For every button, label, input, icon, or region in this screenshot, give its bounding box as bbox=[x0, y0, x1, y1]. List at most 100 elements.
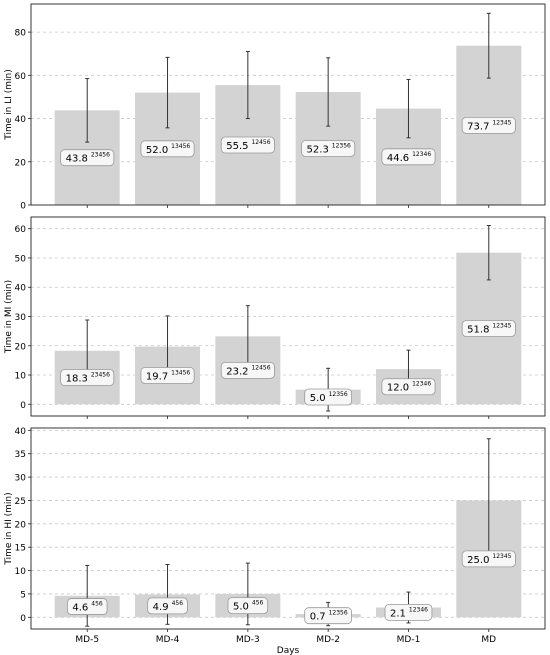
data-label-box bbox=[304, 607, 353, 625]
data-label-superscript: 23456 bbox=[91, 372, 110, 379]
x-axis-label: Days bbox=[277, 646, 300, 655]
x-tick-label: MD-2 bbox=[316, 635, 340, 645]
y-tick-label: 10 bbox=[15, 567, 27, 577]
data-label: 4.6 456 bbox=[66, 598, 108, 615]
chart-panel-2: 18.3 23456 19.7 13456 23.2 12456 5.0 12356 12.0 1… bbox=[4, 216, 546, 419]
data-label-value: 52.3 bbox=[307, 144, 329, 155]
y-axis-label: Time in LI (min) bbox=[4, 69, 14, 140]
data-label-value: 5.0 bbox=[310, 393, 326, 404]
y-tick-label: 60 bbox=[15, 225, 27, 235]
data-label-value: 25.0 bbox=[467, 555, 489, 566]
data-label-superscript: 12345 bbox=[492, 119, 511, 126]
data-label-box bbox=[60, 369, 115, 386]
data-label-superscript: 12356 bbox=[329, 610, 348, 617]
data-label: 43.8 23456 bbox=[60, 149, 115, 167]
y-tick-label: 25 bbox=[15, 497, 26, 507]
data-label-value: 43.8 bbox=[66, 154, 88, 165]
data-label: 5.0 12356 bbox=[304, 388, 353, 406]
y-tick-label: 0 bbox=[20, 401, 26, 411]
x-tick-label: MD-1 bbox=[397, 635, 421, 645]
y-tick-label: 40 bbox=[15, 427, 27, 437]
y-tick-label: 0 bbox=[20, 202, 26, 212]
y-axis-label: Time in MI (min) bbox=[4, 280, 14, 354]
data-label-box bbox=[147, 597, 188, 615]
y-tick-label: 20 bbox=[15, 342, 27, 352]
data-label-value: 52.0 bbox=[146, 145, 168, 156]
data-label-value: 12.0 bbox=[387, 383, 409, 394]
data-label-box bbox=[461, 320, 516, 337]
data-label-superscript: 12356 bbox=[332, 142, 351, 149]
data-label-value: 23.2 bbox=[226, 366, 248, 377]
data-label: 25.0 12345 bbox=[461, 550, 516, 568]
data-label: 52.0 13456 bbox=[140, 140, 195, 158]
data-label-value: 73.7 bbox=[467, 121, 489, 132]
data-label-box bbox=[461, 116, 516, 134]
data-label-value: 4.9 bbox=[153, 602, 169, 613]
data-label-value: 0.7 bbox=[310, 612, 326, 623]
data-label: 23.2 12456 bbox=[220, 361, 275, 379]
y-axis-label: Time in HI (min) bbox=[4, 492, 14, 565]
data-label: 73.7 12345 bbox=[461, 116, 516, 134]
data-label-superscript: 12456 bbox=[251, 139, 270, 146]
x-tick-label: MD-5 bbox=[75, 635, 99, 645]
y-tick-label: 20 bbox=[15, 158, 27, 168]
x-tick-label: MD bbox=[481, 635, 496, 645]
y-tick-label: 80 bbox=[15, 29, 27, 39]
data-label-box bbox=[220, 361, 275, 379]
data-label-superscript: 12345 bbox=[492, 322, 511, 329]
data-label-superscript: 456 bbox=[252, 600, 264, 607]
data-label-box bbox=[384, 604, 433, 621]
y-tick-label: 0 bbox=[20, 614, 26, 624]
data-label-superscript: 23456 bbox=[91, 152, 110, 159]
data-label-box bbox=[60, 149, 115, 167]
data-label: 51.8 12345 bbox=[461, 320, 516, 337]
data-label-superscript: 13456 bbox=[171, 143, 190, 150]
data-label-superscript: 12456 bbox=[251, 364, 270, 371]
data-label-box bbox=[140, 367, 195, 384]
data-label-value: 2.1 bbox=[390, 608, 406, 619]
data-label-value: 19.7 bbox=[146, 371, 168, 382]
y-tick-label: 40 bbox=[15, 284, 27, 294]
data-label-box bbox=[227, 597, 269, 615]
y-tick-label: 30 bbox=[15, 313, 27, 323]
data-label-value: 5.0 bbox=[233, 602, 249, 613]
data-label-value: 55.5 bbox=[226, 141, 248, 152]
data-label-superscript: 12345 bbox=[492, 553, 511, 560]
x-tick-label: MD-3 bbox=[236, 635, 260, 645]
x-tick-label: MD-4 bbox=[156, 635, 180, 645]
data-label-box bbox=[301, 140, 356, 157]
data-label-value: 51.8 bbox=[467, 324, 489, 335]
y-tick-label: 40 bbox=[15, 115, 27, 125]
data-label-value: 18.3 bbox=[66, 374, 88, 385]
data-label-superscript: 12356 bbox=[329, 391, 348, 398]
chart-panel-1: 43.8 23456 52.0 13456 55.5 12456 52.3 12356 44.6… bbox=[4, 3, 546, 212]
data-label-box bbox=[381, 148, 436, 166]
data-label: 2.1 12346 bbox=[384, 604, 433, 621]
data-label-superscript: 456 bbox=[172, 600, 184, 607]
data-label: 0.7 12356 bbox=[304, 607, 353, 625]
data-label: 44.6 12346 bbox=[381, 148, 436, 166]
data-label-superscript: 12346 bbox=[409, 606, 428, 613]
y-tick-label: 5 bbox=[20, 590, 26, 600]
data-label-box bbox=[220, 136, 275, 154]
data-label: 52.3 12356 bbox=[301, 140, 356, 157]
data-label: 55.5 12456 bbox=[220, 136, 275, 154]
data-label-box bbox=[381, 378, 436, 396]
data-label: 18.3 23456 bbox=[60, 369, 115, 386]
y-tick-label: 50 bbox=[15, 254, 27, 264]
data-label-superscript: 456 bbox=[91, 601, 103, 608]
data-label-value: 44.6 bbox=[387, 153, 409, 164]
axes-frame bbox=[30, 427, 546, 630]
y-tick-label: 60 bbox=[15, 72, 27, 82]
y-tick-label: 10 bbox=[15, 372, 27, 382]
data-label: 19.7 13456 bbox=[140, 367, 195, 384]
data-label: 4.9 456 bbox=[147, 597, 188, 615]
y-tick-label: 35 bbox=[15, 450, 26, 460]
y-tick-label: 30 bbox=[15, 474, 27, 484]
data-label-superscript: 12346 bbox=[412, 151, 431, 158]
data-label-value: 4.6 bbox=[72, 603, 88, 614]
data-label-box bbox=[304, 388, 353, 406]
axes-frame bbox=[30, 3, 546, 206]
